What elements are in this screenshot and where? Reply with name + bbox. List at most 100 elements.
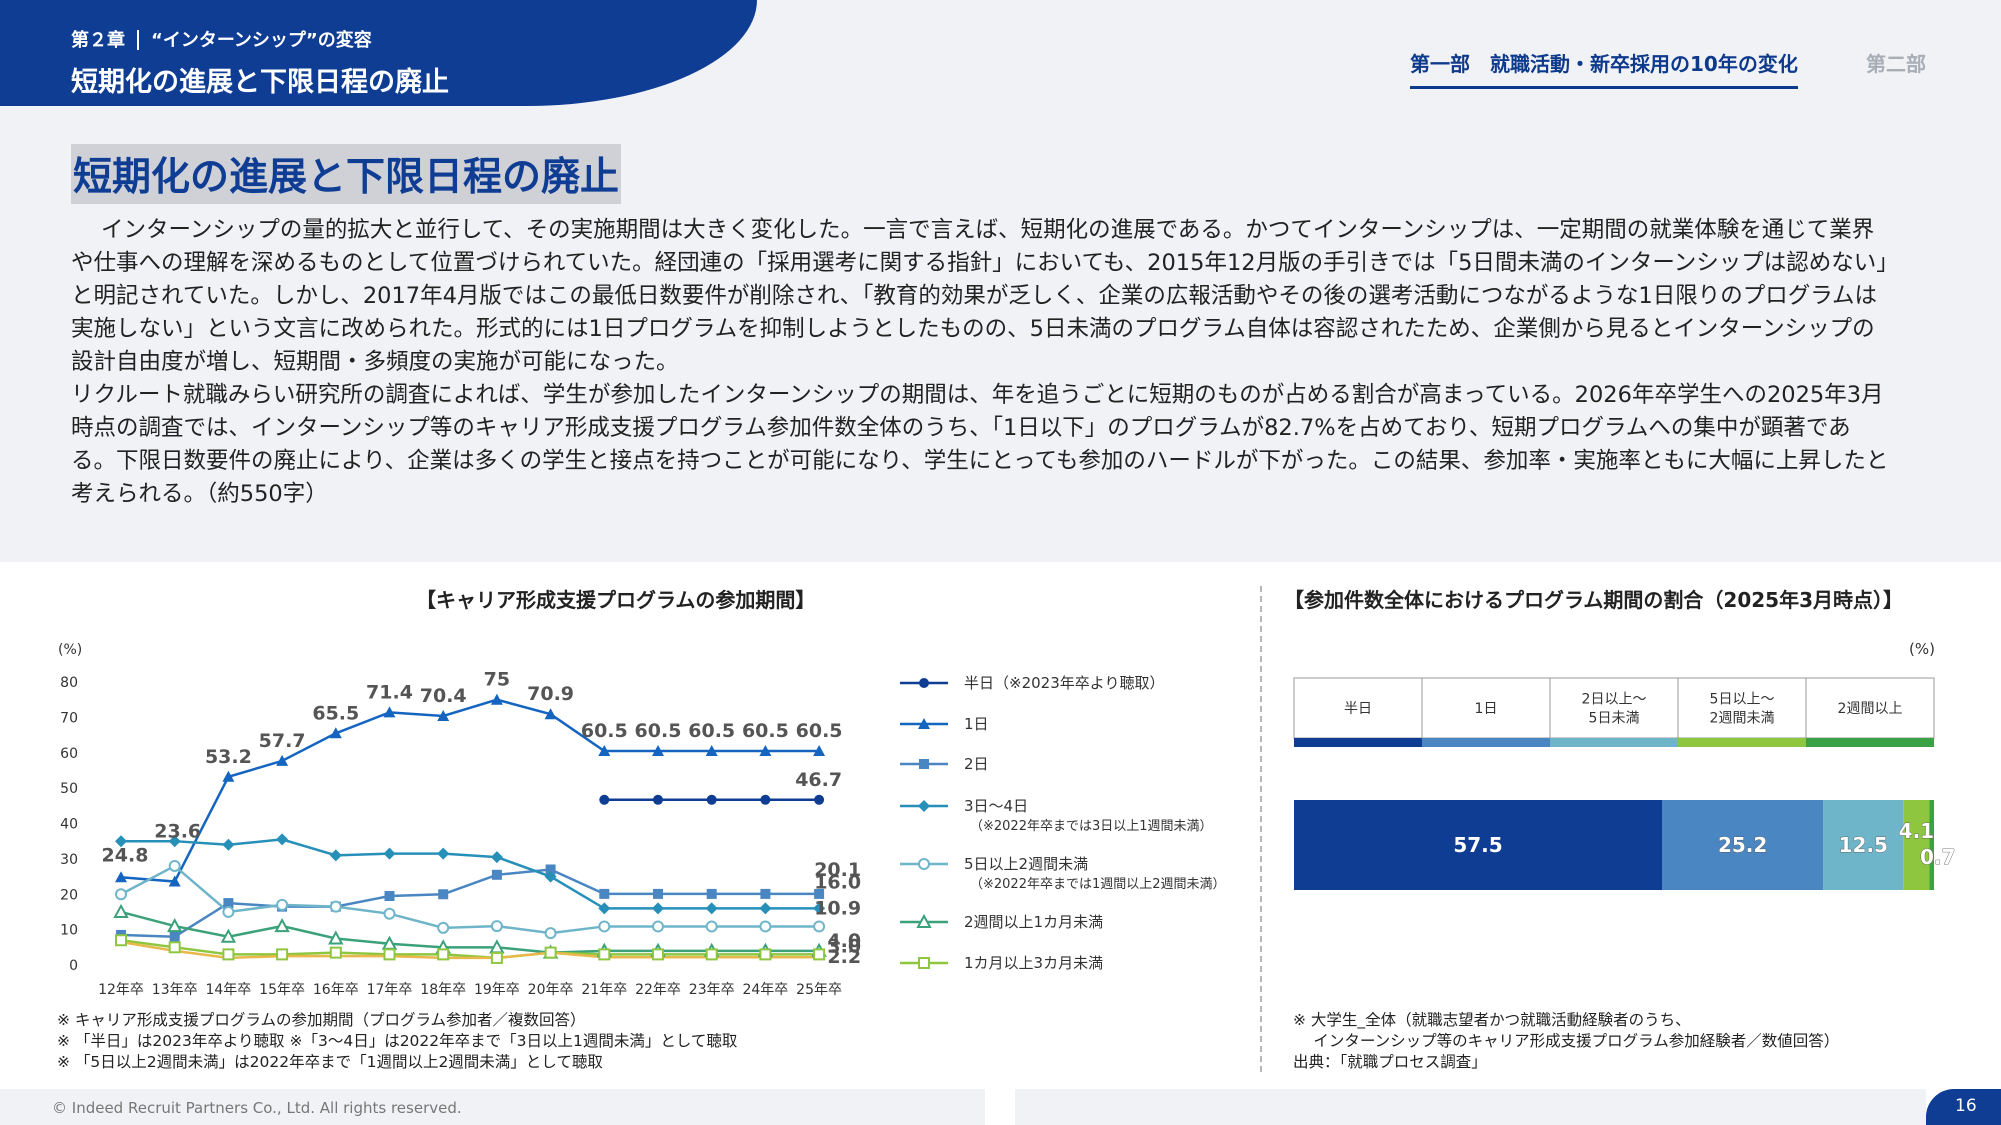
data-label: 20.1 — [814, 859, 861, 881]
legend-sublabel: （※2022年卒までは3日以上1週間未満） — [970, 819, 1213, 834]
chapter-separator — [137, 30, 139, 50]
legend-label: 1カ月以上3カ月未満 — [964, 954, 1103, 972]
chapter-label: 第２章 “インターンシップ”の変容 — [71, 26, 372, 52]
data-point — [115, 835, 127, 848]
bar-segment — [1294, 800, 1662, 890]
y-tick-label: 20 — [60, 887, 78, 903]
legend-label: 5日以上～ — [1710, 692, 1775, 708]
nav-part-two[interactable]: 第二部 — [1866, 52, 1926, 76]
data-point — [652, 744, 664, 756]
x-tick-label: 17年卒 — [367, 982, 413, 998]
data-label: 3.0 — [827, 935, 861, 957]
data-point — [814, 794, 825, 805]
data-point — [437, 709, 450, 721]
data-point — [274, 917, 290, 933]
data-point — [705, 902, 718, 915]
data-point — [705, 920, 718, 933]
series-line — [120, 940, 820, 960]
data-label: 60.5 — [635, 720, 682, 742]
data-label: 65.5 — [312, 702, 359, 724]
copyright: © Indeed Recruit Partners Co., Ltd. All … — [52, 1099, 462, 1117]
y-tick-label: 30 — [60, 852, 78, 868]
data-point — [706, 794, 717, 805]
line-chart: (%) 0 10 20 30 40 50 60 70 80 12年卒 13年卒 14年卒 15年卒 16年卒… — [58, 642, 1226, 998]
data-point — [490, 920, 503, 933]
legend-label: 2週間未満 — [1710, 711, 1775, 727]
bar-value-label: 57.5 — [1453, 833, 1502, 857]
note-line: ※ 大学生_全体（就職志望者かつ就職活動経験者のうち、 — [1293, 1011, 1691, 1029]
data-point — [329, 849, 342, 862]
x-tick-label: 24年卒 — [742, 982, 788, 998]
x-tick-label: 21年卒 — [581, 982, 627, 998]
body-text: インターンシップの量的拡大と並行して、その実施期間は大きく変化した。一言で言えば… — [71, 214, 1891, 511]
data-point — [759, 744, 772, 756]
data-point — [813, 902, 826, 915]
legend-label: 2週間以上 — [1838, 701, 1903, 717]
data-point — [222, 905, 235, 918]
data-label: 60.5 — [796, 720, 843, 742]
legend-label: 1日 — [1475, 701, 1498, 717]
legend-color-strip — [1678, 738, 1806, 747]
x-tick-label: 15年卒 — [259, 982, 305, 998]
bar-value-label: 0.7 — [1920, 845, 1955, 869]
data-label: 70.4 — [420, 685, 467, 707]
note-line: インターンシップ等のキャリア形成支援プログラム参加経験者／数値回答） — [1293, 1032, 1840, 1050]
footer-bar-right — [1015, 1089, 1926, 1125]
data-point — [706, 888, 717, 899]
data-point — [276, 948, 289, 961]
data-point — [384, 891, 395, 902]
legend-color-strip — [1806, 738, 1934, 747]
y-tick-label: 60 — [60, 746, 78, 762]
legend-color-strip — [1550, 738, 1678, 747]
data-point — [437, 847, 450, 860]
y-tick-label: 40 — [60, 817, 78, 833]
legend-label: 2日以上～ — [1582, 692, 1647, 708]
data-point — [383, 847, 396, 860]
data-label: 60.5 — [742, 720, 789, 742]
legend-label: 半日（※2023年卒より聴取） — [964, 674, 1164, 692]
data-point — [222, 838, 235, 851]
chart-divider — [1260, 586, 1262, 1072]
x-tick-label: 14年卒 — [205, 982, 251, 998]
data-point — [598, 920, 611, 933]
nav-part-one[interactable]: 第一部 就職活動・新卒採用の10年の変化 — [1410, 48, 1798, 89]
data-point — [168, 875, 181, 887]
data-point — [814, 888, 825, 899]
data-point — [653, 794, 663, 805]
y-axis-label: (%) — [58, 642, 82, 658]
data-point — [759, 920, 772, 933]
data-point — [383, 706, 396, 718]
legend-marker — [919, 759, 929, 769]
data-point — [760, 794, 771, 805]
paragraph-2: リクルート就職みらい研究所の調査によれば、学生が参加したインターンシップの期間は… — [71, 382, 1889, 507]
legend-marker — [918, 718, 930, 729]
data-point — [598, 744, 611, 756]
data-point — [115, 888, 127, 901]
bar-segment — [1929, 800, 1934, 890]
data-point — [652, 920, 664, 933]
legend-cell — [1293, 677, 1423, 739]
legend-label: 半日 — [1344, 701, 1372, 717]
data-point — [705, 744, 718, 756]
page-number-tab — [1926, 1089, 2001, 1125]
data-point — [544, 927, 557, 940]
data-point — [490, 951, 503, 964]
chapter-title: 短期化の進展と下限日程の廃止 — [71, 67, 449, 98]
chapter-number: 第２章 — [71, 30, 125, 51]
data-label: 71.4 — [366, 681, 413, 703]
data-point — [705, 948, 718, 961]
bar-chart-notes: ※ 大学生_全体（就職志望者かつ就職活動経験者のうち、 インターンシップ等のキャ… — [1293, 1010, 1839, 1073]
line-chart-notes: ※ キャリア形成支援プログラムの参加期間（プログラム参加者／複数回答） ※ 「半… — [57, 1010, 737, 1073]
data-point — [169, 931, 180, 942]
data-label: 24.8 — [102, 844, 149, 866]
data-point — [491, 869, 502, 880]
note-line: ※ キャリア形成支援プログラムの参加期間（プログラム参加者／複数回答） — [57, 1011, 586, 1029]
legend-label: 2週間以上1カ月未満 — [964, 913, 1103, 931]
data-point — [167, 917, 183, 933]
x-tick-label: 12年卒 — [98, 982, 144, 998]
bar-chart-title: 【参加件数全体におけるプログラム期間の割合（2025年3月時点）】 — [1284, 588, 1903, 612]
legend-marker — [918, 858, 930, 870]
data-point — [168, 941, 181, 954]
data-point — [652, 948, 664, 961]
series-line — [120, 864, 820, 935]
